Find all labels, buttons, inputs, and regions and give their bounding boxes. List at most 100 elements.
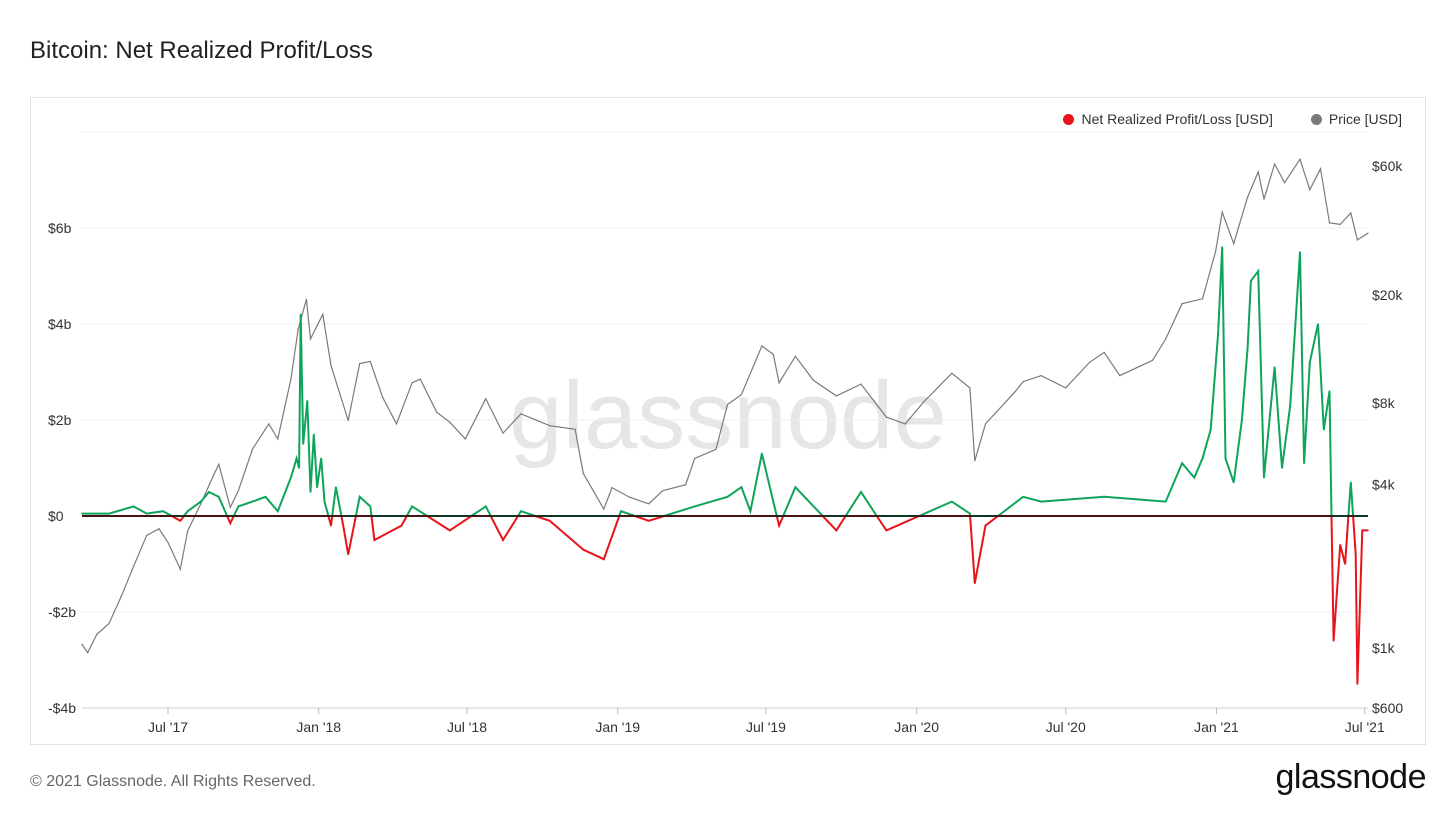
point-net-realized <box>1273 366 1276 369</box>
point-net-realized <box>969 512 971 515</box>
point-net-realized <box>276 510 279 512</box>
point-net-realized <box>794 486 797 489</box>
point-net-realized <box>369 505 372 508</box>
point-net-realized <box>1221 246 1223 248</box>
point-net-realized <box>1299 251 1301 253</box>
legend-dot-price <box>1310 113 1322 125</box>
point-price <box>951 372 953 374</box>
legend-label-net-realized: Net Realized Profit/Loss [USD] <box>1081 111 1273 127</box>
point-price <box>520 413 522 415</box>
point-price <box>229 506 231 508</box>
y-left-tick-label: $0 <box>48 508 64 524</box>
point-net-realized <box>1349 481 1352 484</box>
point-net-realized <box>1209 428 1212 431</box>
legend-item-net-realized[interactable]: Net Realized Profit/Loss [USD] <box>1063 111 1273 127</box>
point-price <box>1319 168 1322 170</box>
point-net-realized <box>108 512 110 515</box>
point-price <box>108 622 110 625</box>
point-net-realized <box>295 457 298 460</box>
point-net-realized <box>1354 553 1357 556</box>
point-price <box>812 379 815 381</box>
series-line-price <box>81 157 1369 654</box>
point-net-realized <box>502 539 504 541</box>
x-tick-label: Jan '21 <box>1194 719 1239 735</box>
point-net-realized <box>1257 270 1260 273</box>
point-price <box>1151 359 1154 361</box>
point-price <box>1328 222 1331 224</box>
plot-layer <box>81 157 1369 685</box>
point-net-realized <box>229 522 232 524</box>
point-net-realized <box>251 500 254 503</box>
point-price <box>411 382 413 384</box>
copyright-text: © 2021 Glassnode. All Rights Reserved. <box>30 773 316 790</box>
point-net-realized <box>620 510 622 512</box>
y-right-tick-label: $600 <box>1372 700 1403 716</box>
point-net-realized <box>1022 496 1024 498</box>
point-net-realized <box>648 520 650 522</box>
point-net-realized <box>974 582 976 584</box>
point-net-realized <box>302 443 304 445</box>
point-net-realized <box>145 512 148 515</box>
point-net-realized <box>343 529 345 532</box>
point-price <box>574 428 576 430</box>
point-price <box>1246 196 1249 198</box>
point-net-realized <box>199 500 202 503</box>
point-net-realized <box>548 520 551 522</box>
x-tick-label: Jan '19 <box>595 719 640 735</box>
point-price <box>772 353 774 355</box>
point-price <box>648 503 650 505</box>
point-price <box>1022 381 1024 383</box>
point-net-realized <box>1201 457 1204 460</box>
point-net-realized <box>358 496 361 498</box>
point-price <box>237 490 240 492</box>
legend-item-price[interactable]: Price [USD] <box>1310 111 1402 127</box>
gridlines <box>82 131 1368 709</box>
point-price <box>885 416 887 418</box>
point-net-realized <box>290 476 292 479</box>
y-right-tick-label: $4k <box>1372 477 1396 493</box>
point-price <box>715 448 717 450</box>
point-price <box>167 541 169 543</box>
point-net-realized <box>1344 563 1346 565</box>
point-net-realized <box>984 524 987 527</box>
y-left-tick-label: $4b <box>48 316 72 332</box>
point-net-realized <box>1328 390 1331 393</box>
point-price <box>860 383 862 385</box>
point-net-realized <box>749 510 752 512</box>
point-net-realized <box>1164 500 1167 503</box>
point-price <box>794 355 797 357</box>
point-net-realized <box>1367 529 1369 532</box>
point-price <box>984 423 987 425</box>
point-price <box>923 401 925 403</box>
point-net-realized <box>323 500 326 503</box>
point-net-realized <box>1361 529 1364 532</box>
point-net-realized <box>400 524 403 527</box>
point-net-realized <box>81 512 83 515</box>
point-price <box>1283 182 1286 184</box>
point-price <box>464 438 466 440</box>
point-net-realized <box>772 500 775 503</box>
point-price <box>1040 375 1042 377</box>
y-right-tick-label: $1k <box>1372 640 1396 656</box>
point-price <box>347 419 349 422</box>
point-net-realized <box>264 496 267 498</box>
x-tick-label: Jan '20 <box>894 719 939 735</box>
point-price <box>502 432 504 434</box>
point-price <box>904 423 906 425</box>
point-price <box>309 338 312 340</box>
point-net-realized <box>778 524 780 527</box>
point-net-realized <box>316 486 318 489</box>
point-net-realized <box>347 553 350 556</box>
legend-dot-net-realized <box>1063 113 1075 125</box>
point-net-realized <box>1193 476 1196 479</box>
y-right-tick-label: $20k <box>1372 287 1403 303</box>
point-net-realized <box>162 510 164 512</box>
point-price <box>611 487 613 489</box>
point-price <box>1215 250 1217 253</box>
point-price <box>740 393 742 396</box>
point-price <box>1309 189 1311 191</box>
point-price <box>1257 171 1259 173</box>
point-net-realized <box>411 505 413 508</box>
point-net-realized <box>860 491 862 493</box>
